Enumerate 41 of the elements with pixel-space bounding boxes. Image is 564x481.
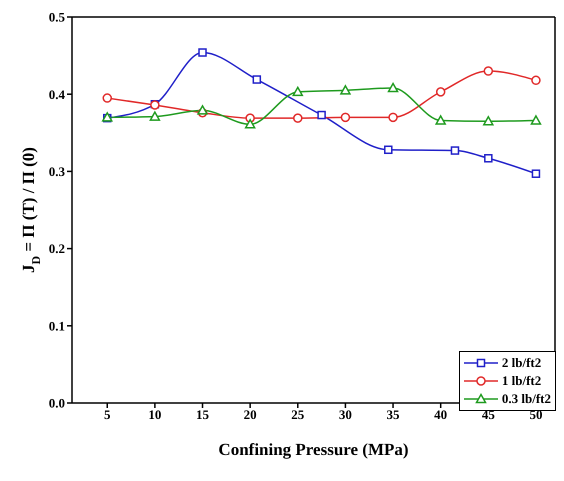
y-tick-label: 0.3 [48,164,66,180]
point [340,85,351,95]
x-tick-label: 15 [196,407,210,422]
y-tick-label: 0.2 [48,241,65,256]
point [317,110,326,120]
point [532,169,540,178]
point [197,105,208,115]
point [252,75,262,84]
point [293,113,303,123]
point [484,66,494,76]
point [435,115,446,125]
x-tick-label: 20 [244,407,257,422]
point [340,112,350,122]
point [450,146,460,155]
y-tick-label: 0.0 [48,396,65,411]
x-tick-label: 30 [338,407,352,422]
x-tick-label: 35 [386,407,400,422]
y-tick-label: 0.5 [48,10,66,25]
x-axis-title: Confining Pressure (MPa) [218,440,409,459]
point [292,86,304,96]
x-tick-label: 25 [291,407,305,422]
point [483,116,494,126]
point [198,48,207,57]
point [530,115,542,125]
point [150,111,160,121]
y-tick-label: 0.4 [48,86,66,102]
legend-label: 1 lb/ft2 [502,373,542,389]
legend-label: 2 lb/ft2 [502,355,542,371]
point [531,76,541,86]
point [388,82,398,92]
x-tick-label: 10 [148,407,162,422]
point [102,93,112,103]
point [484,154,493,163]
point [244,119,256,129]
y-tick-label: 0.1 [48,318,65,334]
x-tick-label: 40 [434,407,448,422]
legend-label: 0.3 lb/ft2 [502,391,551,407]
x-tick-label: 5 [104,407,111,422]
point [388,112,398,122]
point [384,146,393,154]
point [436,87,446,97]
